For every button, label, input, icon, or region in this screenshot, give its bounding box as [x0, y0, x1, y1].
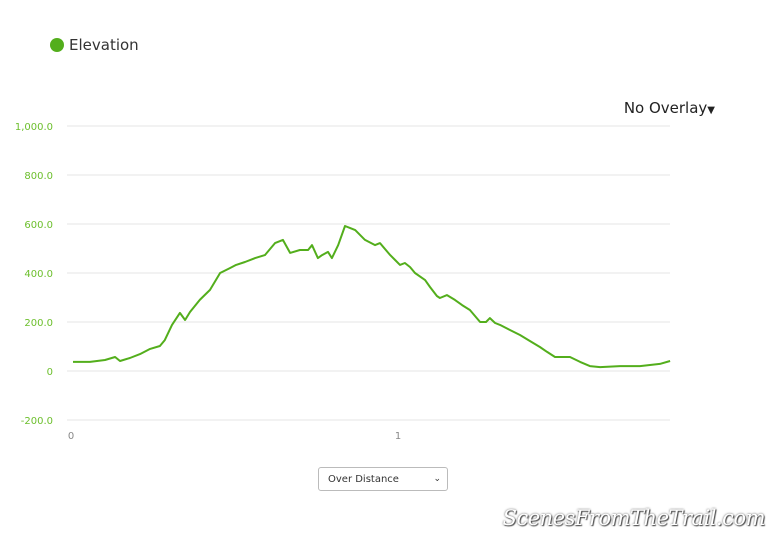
x-axis-mode-select[interactable]: Over Distance ⌄: [318, 467, 448, 491]
legend-dot-icon: [50, 38, 64, 52]
y-tick-label: 0: [47, 367, 53, 378]
y-tick-label: 400.0: [24, 269, 53, 280]
x-tick-label: 0: [68, 431, 74, 442]
watermark: ScenesFromTheTrail.com: [502, 506, 766, 530]
y-tick-label: 1,000.0: [15, 122, 53, 133]
legend-item-elevation[interactable]: Elevation: [50, 36, 139, 54]
caret-down-icon: ▼: [707, 105, 715, 116]
y-tick-label: -200.0: [21, 416, 53, 427]
chevron-down-icon: ⌄: [433, 474, 441, 484]
elevation-line[interactable]: [73, 225, 671, 369]
overlay-label: No Overlay: [623, 99, 708, 117]
x-tick-label: 1: [395, 431, 401, 442]
y-tick-label: 200.0: [24, 318, 53, 329]
select-value: Over Distance: [328, 473, 399, 485]
overlay-dropdown[interactable]: No Overlay▼: [624, 99, 715, 117]
elevation-chart: 1,000.0 800.0 600.0 400.0 200.0 0 -200.0 0 1: [15, 122, 671, 442]
legend-label: Elevation: [69, 36, 139, 54]
y-tick-label: 600.0: [24, 220, 53, 231]
y-tick-label: 800.0: [24, 171, 53, 182]
